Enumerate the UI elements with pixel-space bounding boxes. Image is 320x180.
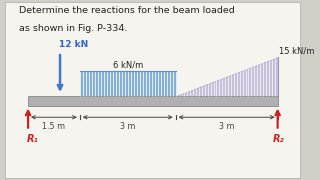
Text: 12 kN: 12 kN <box>59 40 88 49</box>
FancyBboxPatch shape <box>5 3 300 177</box>
Polygon shape <box>176 57 278 96</box>
Text: Determine the reactions for the beam loaded: Determine the reactions for the beam loa… <box>19 6 235 15</box>
Text: 1.5 m: 1.5 m <box>42 122 66 131</box>
Text: R₁: R₁ <box>27 134 38 144</box>
Text: 3 m: 3 m <box>219 122 234 131</box>
Text: R₂: R₂ <box>273 134 285 144</box>
Text: 3 m: 3 m <box>120 122 135 131</box>
Bar <box>28 96 278 106</box>
Text: as shown in Fig. P-334.: as shown in Fig. P-334. <box>19 24 127 33</box>
Bar <box>80 71 176 96</box>
Text: 15 kN/m: 15 kN/m <box>279 47 315 56</box>
Text: 6 kN/m: 6 kN/m <box>113 60 143 69</box>
